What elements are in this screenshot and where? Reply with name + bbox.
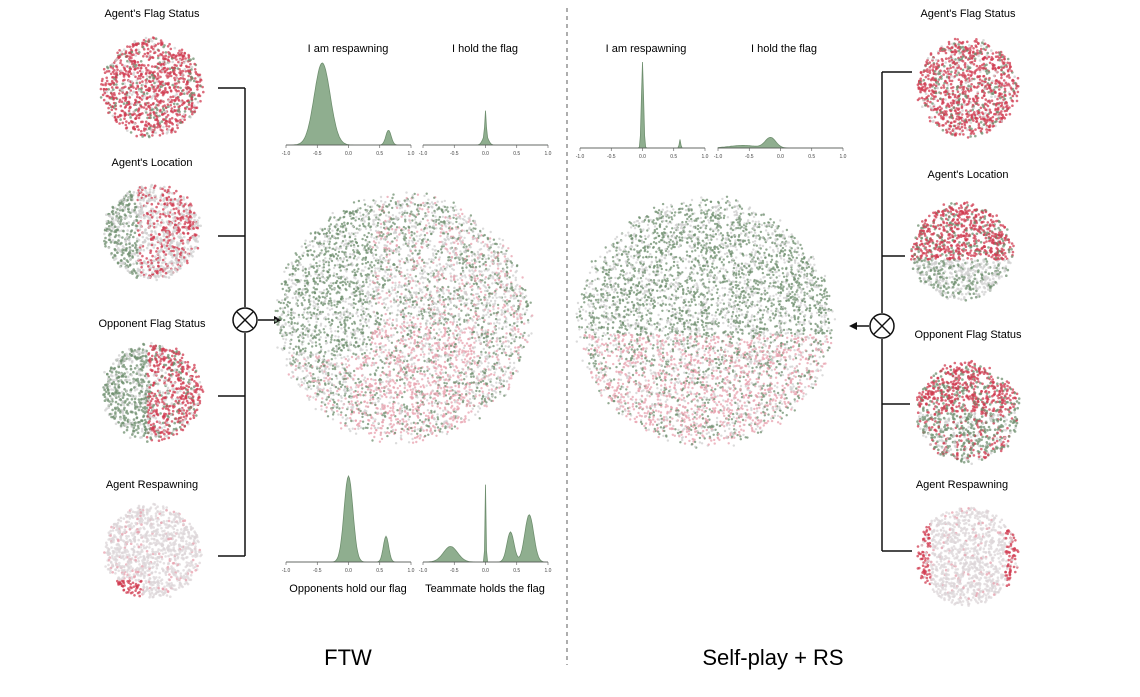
selfplay-tsne-main-map [575, 196, 836, 449]
ftw-map-title-location: Agent's Location [112, 157, 193, 169]
svg-text:-1.0: -1.0 [282, 151, 291, 157]
svg-text:0.0: 0.0 [345, 568, 352, 574]
ftw-histogram-respawning: -1.0 -0.5 0.0 0.5 1.0 [282, 63, 415, 157]
ftw-histogram-teammate-holds: -1.0 -0.5 0.0 0.5 1.0 [419, 485, 552, 574]
selfplay-hist-title-hold-flag: I hold the flag [751, 43, 817, 55]
selfplay-tsne-map-flag-status [917, 38, 1020, 139]
svg-text:1.0: 1.0 [408, 568, 415, 574]
ftw-tsne-map-respawning [103, 503, 203, 599]
svg-text:-1.0: -1.0 [282, 568, 291, 574]
ftw-panel: Agent's Flag Status Agent's Location Opp… [98, 8, 551, 670]
ftw-tsne-map-location [103, 184, 202, 282]
selfplay-map-title-opponent-flag: Opponent Flag Status [914, 329, 1022, 341]
ftw-map-title-respawning: Agent Respawning [106, 479, 198, 491]
selfplay-combine-icon [870, 314, 894, 338]
ftw-combine-icon [233, 308, 257, 332]
selfplay-arrow-head [849, 322, 857, 330]
ftw-map-title-opponent-flag: Opponent Flag Status [98, 318, 206, 330]
selfplay-histogram-hold-flag: -1.0 -0.5 0.0 0.5 1.0 [714, 137, 847, 160]
selfplay-histogram-respawning: -1.0 -0.5 0.0 0.5 1.0 [576, 62, 709, 160]
ftw-hist-title-respawning: I am respawning [308, 43, 389, 55]
ftw-tsne-main-map [274, 191, 533, 444]
ftw-histogram-hold-flag: -1.0 -0.5 0.0 0.5 1.0 [419, 111, 552, 157]
svg-text:0.0: 0.0 [345, 151, 352, 157]
svg-text:1.0: 1.0 [408, 151, 415, 157]
svg-text:0.5: 0.5 [513, 151, 520, 157]
svg-text:0.5: 0.5 [513, 568, 520, 574]
svg-text:0.5: 0.5 [376, 151, 383, 157]
ftw-hist-title-teammate-holds: Teammate holds the flag [425, 583, 545, 595]
ftw-histogram-opponents-hold: -1.0 -0.5 0.0 0.5 1.0 [282, 476, 415, 574]
svg-text:-1.0: -1.0 [419, 568, 428, 574]
selfplay-panel: Agent's Flag Status Agent's Location Opp… [575, 8, 1022, 670]
svg-text:0.0: 0.0 [482, 151, 489, 157]
svg-text:1.0: 1.0 [545, 568, 552, 574]
svg-text:-0.5: -0.5 [450, 568, 459, 574]
ftw-hist-title-opponents-hold: Opponents hold our flag [289, 583, 406, 595]
svg-text:-0.5: -0.5 [313, 568, 322, 574]
selfplay-hist-title-respawning: I am respawning [606, 43, 687, 55]
selfplay-panel-label: Self-play + RS [702, 645, 843, 670]
selfplay-tsne-map-respawning [916, 507, 1019, 607]
selfplay-tsne-map-opponent-flag [916, 360, 1021, 465]
selfplay-bracket [856, 72, 912, 551]
svg-text:-1.0: -1.0 [419, 151, 428, 157]
svg-text:-0.5: -0.5 [450, 151, 459, 157]
selfplay-map-title-location: Agent's Location [928, 169, 1009, 181]
selfplay-map-title-respawning: Agent Respawning [916, 479, 1008, 491]
ftw-tsne-map-flag-status [100, 36, 205, 138]
svg-text:1.0: 1.0 [545, 151, 552, 157]
svg-text:-0.5: -0.5 [313, 151, 322, 157]
selfplay-tsne-map-location [910, 201, 1015, 301]
ftw-tsne-map-opponent-flag [102, 342, 204, 443]
selfplay-map-title-flag-status: Agent's Flag Status [920, 8, 1016, 20]
ftw-panel-label: FTW [324, 645, 372, 670]
ftw-map-title-flag-status: Agent's Flag Status [104, 8, 200, 20]
svg-text:0.5: 0.5 [376, 568, 383, 574]
svg-text:0.0: 0.0 [482, 568, 489, 574]
ftw-hist-title-hold-flag: I hold the flag [452, 43, 518, 55]
